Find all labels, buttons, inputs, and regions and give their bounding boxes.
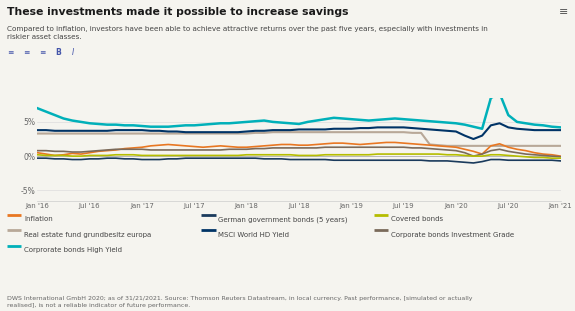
Text: Corporate bonds Investment Grade: Corporate bonds Investment Grade	[391, 232, 514, 238]
Text: Corprorate bonds High Yield: Corprorate bonds High Yield	[24, 247, 122, 253]
Text: Covered bonds: Covered bonds	[391, 216, 443, 222]
Text: German government bonds (5 years): German government bonds (5 years)	[218, 216, 348, 223]
Text: ≡: ≡	[559, 7, 568, 17]
Text: MSCI World HD Yield: MSCI World HD Yield	[218, 232, 289, 238]
Text: ≡: ≡	[39, 48, 45, 57]
Text: Real estate fund grundbesitz europa: Real estate fund grundbesitz europa	[24, 232, 151, 238]
Text: Compared to inflation, investors have been able to achieve attractive returns ov: Compared to inflation, investors have be…	[7, 26, 488, 40]
Text: DWS International GmbH 2020; as of 31/21/2021. Source: Thomson Reuters Datastrea: DWS International GmbH 2020; as of 31/21…	[7, 296, 473, 308]
Text: I: I	[71, 48, 74, 57]
Text: Inflation: Inflation	[24, 216, 53, 222]
Text: ≡: ≡	[7, 48, 13, 57]
Text: B: B	[55, 48, 61, 57]
Text: These investments made it possible to increase savings: These investments made it possible to in…	[7, 7, 348, 17]
Text: ≡: ≡	[23, 48, 29, 57]
